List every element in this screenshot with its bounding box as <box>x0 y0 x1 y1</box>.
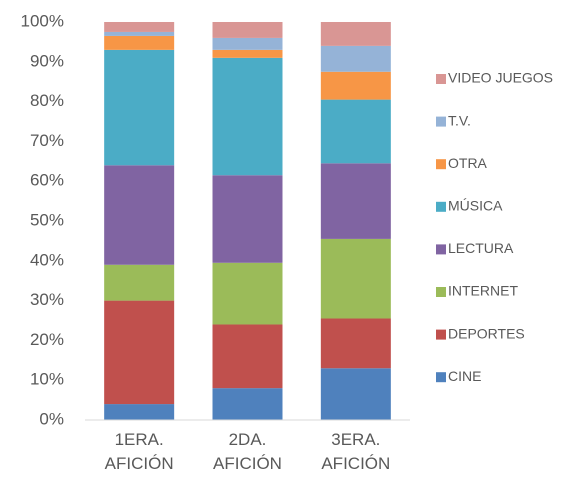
legend-swatch <box>436 287 446 297</box>
bar-segment <box>320 318 391 369</box>
bar-segment <box>212 324 283 389</box>
bar-segment <box>104 22 175 32</box>
y-tick-label: 20% <box>30 330 64 349</box>
legend-swatch <box>436 329 446 340</box>
bar-segment <box>104 35 175 50</box>
bar-segment <box>104 404 175 420</box>
y-tick-label: 0% <box>39 409 64 428</box>
x-tick-label: 2DA. AFICIÓN <box>213 430 282 473</box>
bar-segment <box>320 368 391 420</box>
bar-segment <box>104 300 175 405</box>
legend-swatch <box>436 201 446 212</box>
legend-swatch <box>436 159 446 170</box>
bar-segment <box>104 49 175 166</box>
bar-segment <box>320 99 391 164</box>
y-tick-label: 70% <box>30 131 64 150</box>
y-tick-label: 100% <box>21 11 64 30</box>
legend-swatch <box>436 116 446 127</box>
legend-swatch <box>436 74 446 84</box>
bar-segment <box>212 49 283 58</box>
x-tick-label: 1ERA. AFICIÓN <box>104 430 174 473</box>
legend-label: T.V. <box>448 112 471 128</box>
bar-segment <box>320 22 391 46</box>
y-tick-label: 50% <box>30 210 64 229</box>
bar-segment <box>320 163 391 239</box>
y-tick-label: 10% <box>30 370 64 389</box>
bar-segment <box>212 37 283 50</box>
bar-segment <box>104 264 175 301</box>
y-tick-label: 60% <box>30 171 64 190</box>
bar-segment <box>212 57 283 176</box>
bar-segment <box>104 31 175 36</box>
bar-segment <box>212 262 283 325</box>
x-tick-label: 3ERA. AFICIÓN <box>321 430 391 473</box>
legend-label: DEPORTES <box>448 325 525 341</box>
y-tick-label: 80% <box>30 91 64 110</box>
bar-segment <box>320 238 391 319</box>
legend-swatch <box>436 244 446 255</box>
bar-segment <box>320 71 391 100</box>
legend-label: LECTURA <box>448 240 514 256</box>
legend-label: CINE <box>448 368 481 384</box>
bar-segment <box>212 22 283 38</box>
y-tick-label: 40% <box>30 250 64 269</box>
bar-segment <box>212 175 283 263</box>
bar-segment <box>212 388 283 420</box>
legend-swatch <box>436 372 446 383</box>
y-tick-label: 30% <box>30 290 64 309</box>
legend-label: INTERNET <box>448 283 518 299</box>
bar-segment <box>104 165 175 265</box>
y-tick-label: 90% <box>30 51 64 70</box>
bar-segment <box>320 45 391 72</box>
legend-label: VIDEO JUEGOS <box>448 70 553 86</box>
legend-label: MÚSICA <box>448 198 503 214</box>
legend-label: OTRA <box>448 155 488 171</box>
